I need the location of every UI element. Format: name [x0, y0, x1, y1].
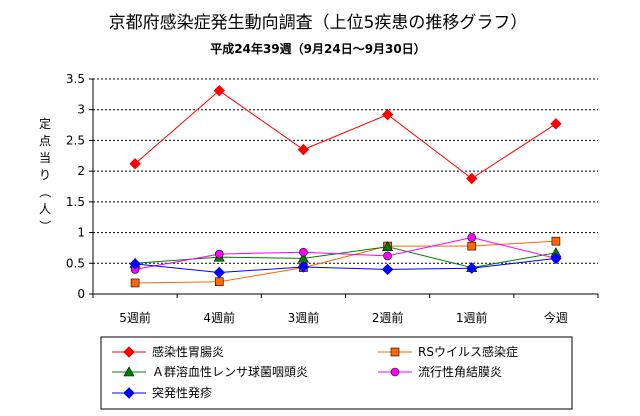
data-point	[129, 258, 141, 270]
x-tick-label: 3週前	[288, 310, 320, 325]
y-tick-label: 2.5	[66, 133, 85, 147]
data-point	[129, 158, 141, 170]
data-point	[213, 84, 225, 97]
y-axis-label-char: 点	[39, 134, 51, 148]
y-axis-label-char: 人	[39, 202, 51, 216]
y-tick-label: 0.5	[66, 256, 85, 270]
legend-label: RSウイルス感染症	[418, 344, 518, 359]
series-line	[135, 246, 557, 269]
data-point	[297, 143, 310, 156]
series-line	[135, 240, 556, 284]
legend-marker	[123, 366, 135, 377]
y-tick-label: 1.5	[66, 195, 85, 209]
series-line	[135, 257, 556, 274]
legend-marker	[390, 367, 400, 377]
series-line	[134, 236, 557, 270]
data-point	[551, 236, 561, 246]
data-point	[466, 172, 478, 185]
data-point	[299, 247, 308, 257]
y-tick-label: 0	[77, 287, 85, 301]
x-tick-label: 5週前	[119, 310, 151, 325]
data-point	[381, 263, 394, 276]
legend-label: 流行性角結膜炎	[418, 365, 502, 379]
data-point	[382, 241, 394, 251]
legend-label: 感染性胃腸炎	[152, 344, 224, 359]
y-tick-label: 2	[77, 164, 85, 178]
data-point	[467, 241, 477, 251]
plot-area: 0 0.5 1 1.5 2 2.5 3 3.5 5週前 4週前 3週前 2週前 1週前 今週	[66, 72, 599, 325]
data-point	[466, 262, 478, 274]
x-tick-label: 2週前	[372, 310, 404, 325]
data-point	[381, 108, 394, 121]
y-axis-label-char: 当	[39, 151, 51, 165]
y-axis-label-char: ）	[38, 220, 52, 232]
legend-box	[100, 336, 573, 410]
chart-title: 京都府感染症発生動向調査（上位5疾患の推移グラフ）	[109, 13, 528, 33]
x-tick-label: 4週前	[203, 310, 235, 325]
data-point	[214, 277, 224, 287]
y-axis-label-char: 定	[39, 116, 51, 131]
y-tick-label: 3	[77, 103, 85, 117]
x-tick-label: 今週	[544, 310, 568, 325]
data-point	[130, 278, 140, 288]
legend-marker	[123, 387, 135, 399]
y-tick-label: 1	[77, 226, 85, 240]
data-point	[550, 118, 562, 130]
series-line	[134, 90, 557, 180]
y-axis-label-char: り	[39, 168, 51, 182]
x-tick-label: 1週前	[456, 310, 488, 325]
data-point	[467, 233, 477, 242]
data-point	[213, 266, 225, 279]
chart-subtitle: 平成24年39週（9月24日～9月30日）	[210, 41, 426, 56]
data-point	[383, 251, 392, 261]
y-axis-label-char: （	[38, 186, 52, 198]
legend-label: 突発性発疹	[152, 385, 212, 400]
data-point	[297, 261, 310, 273]
legend-marker	[123, 346, 135, 358]
data-point	[214, 249, 224, 259]
y-tick-label: 3.5	[66, 72, 85, 86]
data-point	[550, 252, 562, 265]
legend-label: Ａ群溶血性レンサ球菌咽頭炎	[152, 364, 308, 379]
legend-marker	[390, 347, 400, 357]
